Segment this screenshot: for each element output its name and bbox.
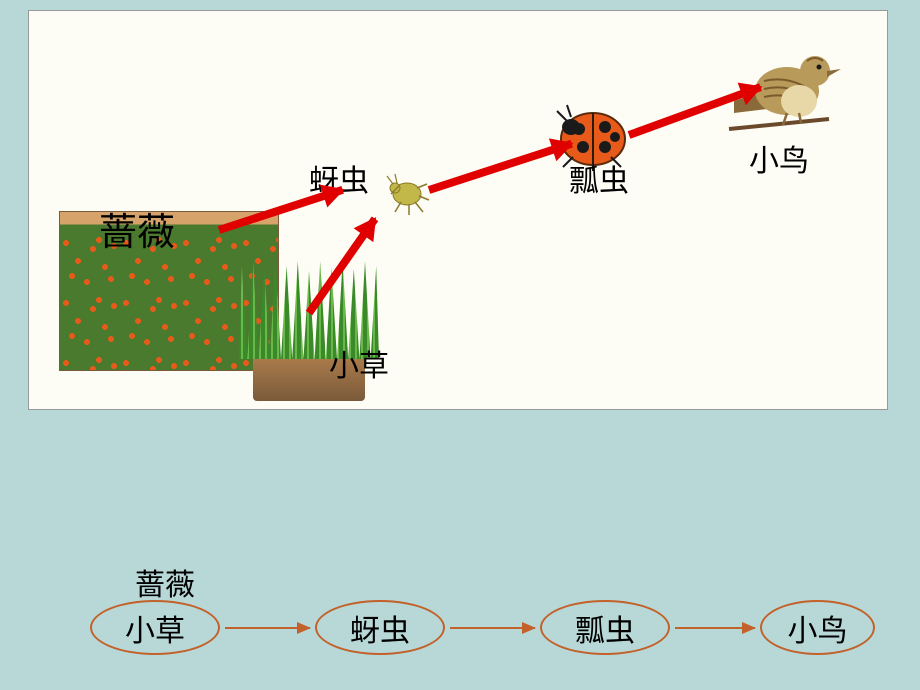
chain-arrow-1 <box>450 627 535 629</box>
food-web-panel: 蔷薇 小草 蚜虫 <box>28 10 888 410</box>
chain-node-grass: 小草 <box>90 600 220 655</box>
chain-node-bird: 小鸟 <box>760 600 875 655</box>
chain-heading: 蔷薇 <box>135 560 195 604</box>
ladybug-label: 瓢虫 <box>569 156 629 200</box>
chain-arrow-2 <box>675 627 755 629</box>
bird-label: 小鸟 <box>749 136 809 180</box>
food-chain-row: 蔷薇 小草 蚜虫 瓢虫 小鸟 <box>60 560 880 680</box>
arrow-rose <box>218 186 344 234</box>
chain-node-ladybug: 瓢虫 <box>540 600 670 655</box>
bird-image <box>709 31 849 141</box>
chain-node-aphid: 蚜虫 <box>315 600 445 655</box>
aphid-image <box>379 166 434 216</box>
rose-label: 蔷薇 <box>99 201 175 256</box>
chain-arrow-0 <box>225 627 310 629</box>
grass-label: 小草 <box>329 341 389 385</box>
